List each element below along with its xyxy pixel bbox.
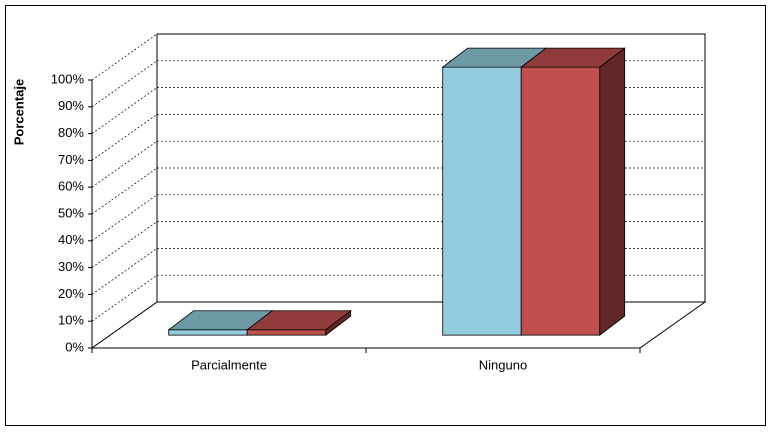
y-tick-label: 30% <box>58 259 84 274</box>
y-tick-label: 20% <box>58 286 84 301</box>
grid-line-side <box>91 248 158 295</box>
bar <box>520 66 601 336</box>
y-tick-label: 0% <box>65 339 84 354</box>
y-tick-label: 10% <box>58 313 84 328</box>
y-tick-label: 70% <box>58 152 84 167</box>
bar-top <box>520 47 626 68</box>
x-tick-label: Ninguno <box>479 357 527 372</box>
bar <box>246 329 327 336</box>
grid-line-side <box>91 194 158 242</box>
grid-line-side <box>91 301 158 349</box>
y-tick-label: 40% <box>58 232 84 247</box>
bar-top <box>246 310 352 331</box>
y-tick-label: 60% <box>58 179 84 194</box>
bar <box>168 329 248 336</box>
grid-line-side <box>91 274 158 322</box>
grid-line-side <box>91 87 158 134</box>
y-tick-label: 100% <box>51 71 85 86</box>
y-tick-label: 50% <box>58 205 84 220</box>
grid-line-side <box>91 114 158 161</box>
y-tick-label: 80% <box>58 125 84 140</box>
grid-line-side <box>91 140 158 188</box>
y-tick-label: 90% <box>58 98 84 113</box>
y-axis-label: Porcentaje <box>11 79 26 145</box>
grid-line-side <box>91 167 158 215</box>
bar <box>442 66 522 336</box>
x-tick-label: Parcialmente <box>191 357 267 372</box>
grid-line-side <box>91 221 158 268</box>
grid-line-side <box>91 33 158 81</box>
grid-line-side <box>91 60 158 108</box>
bar-side <box>599 47 626 336</box>
